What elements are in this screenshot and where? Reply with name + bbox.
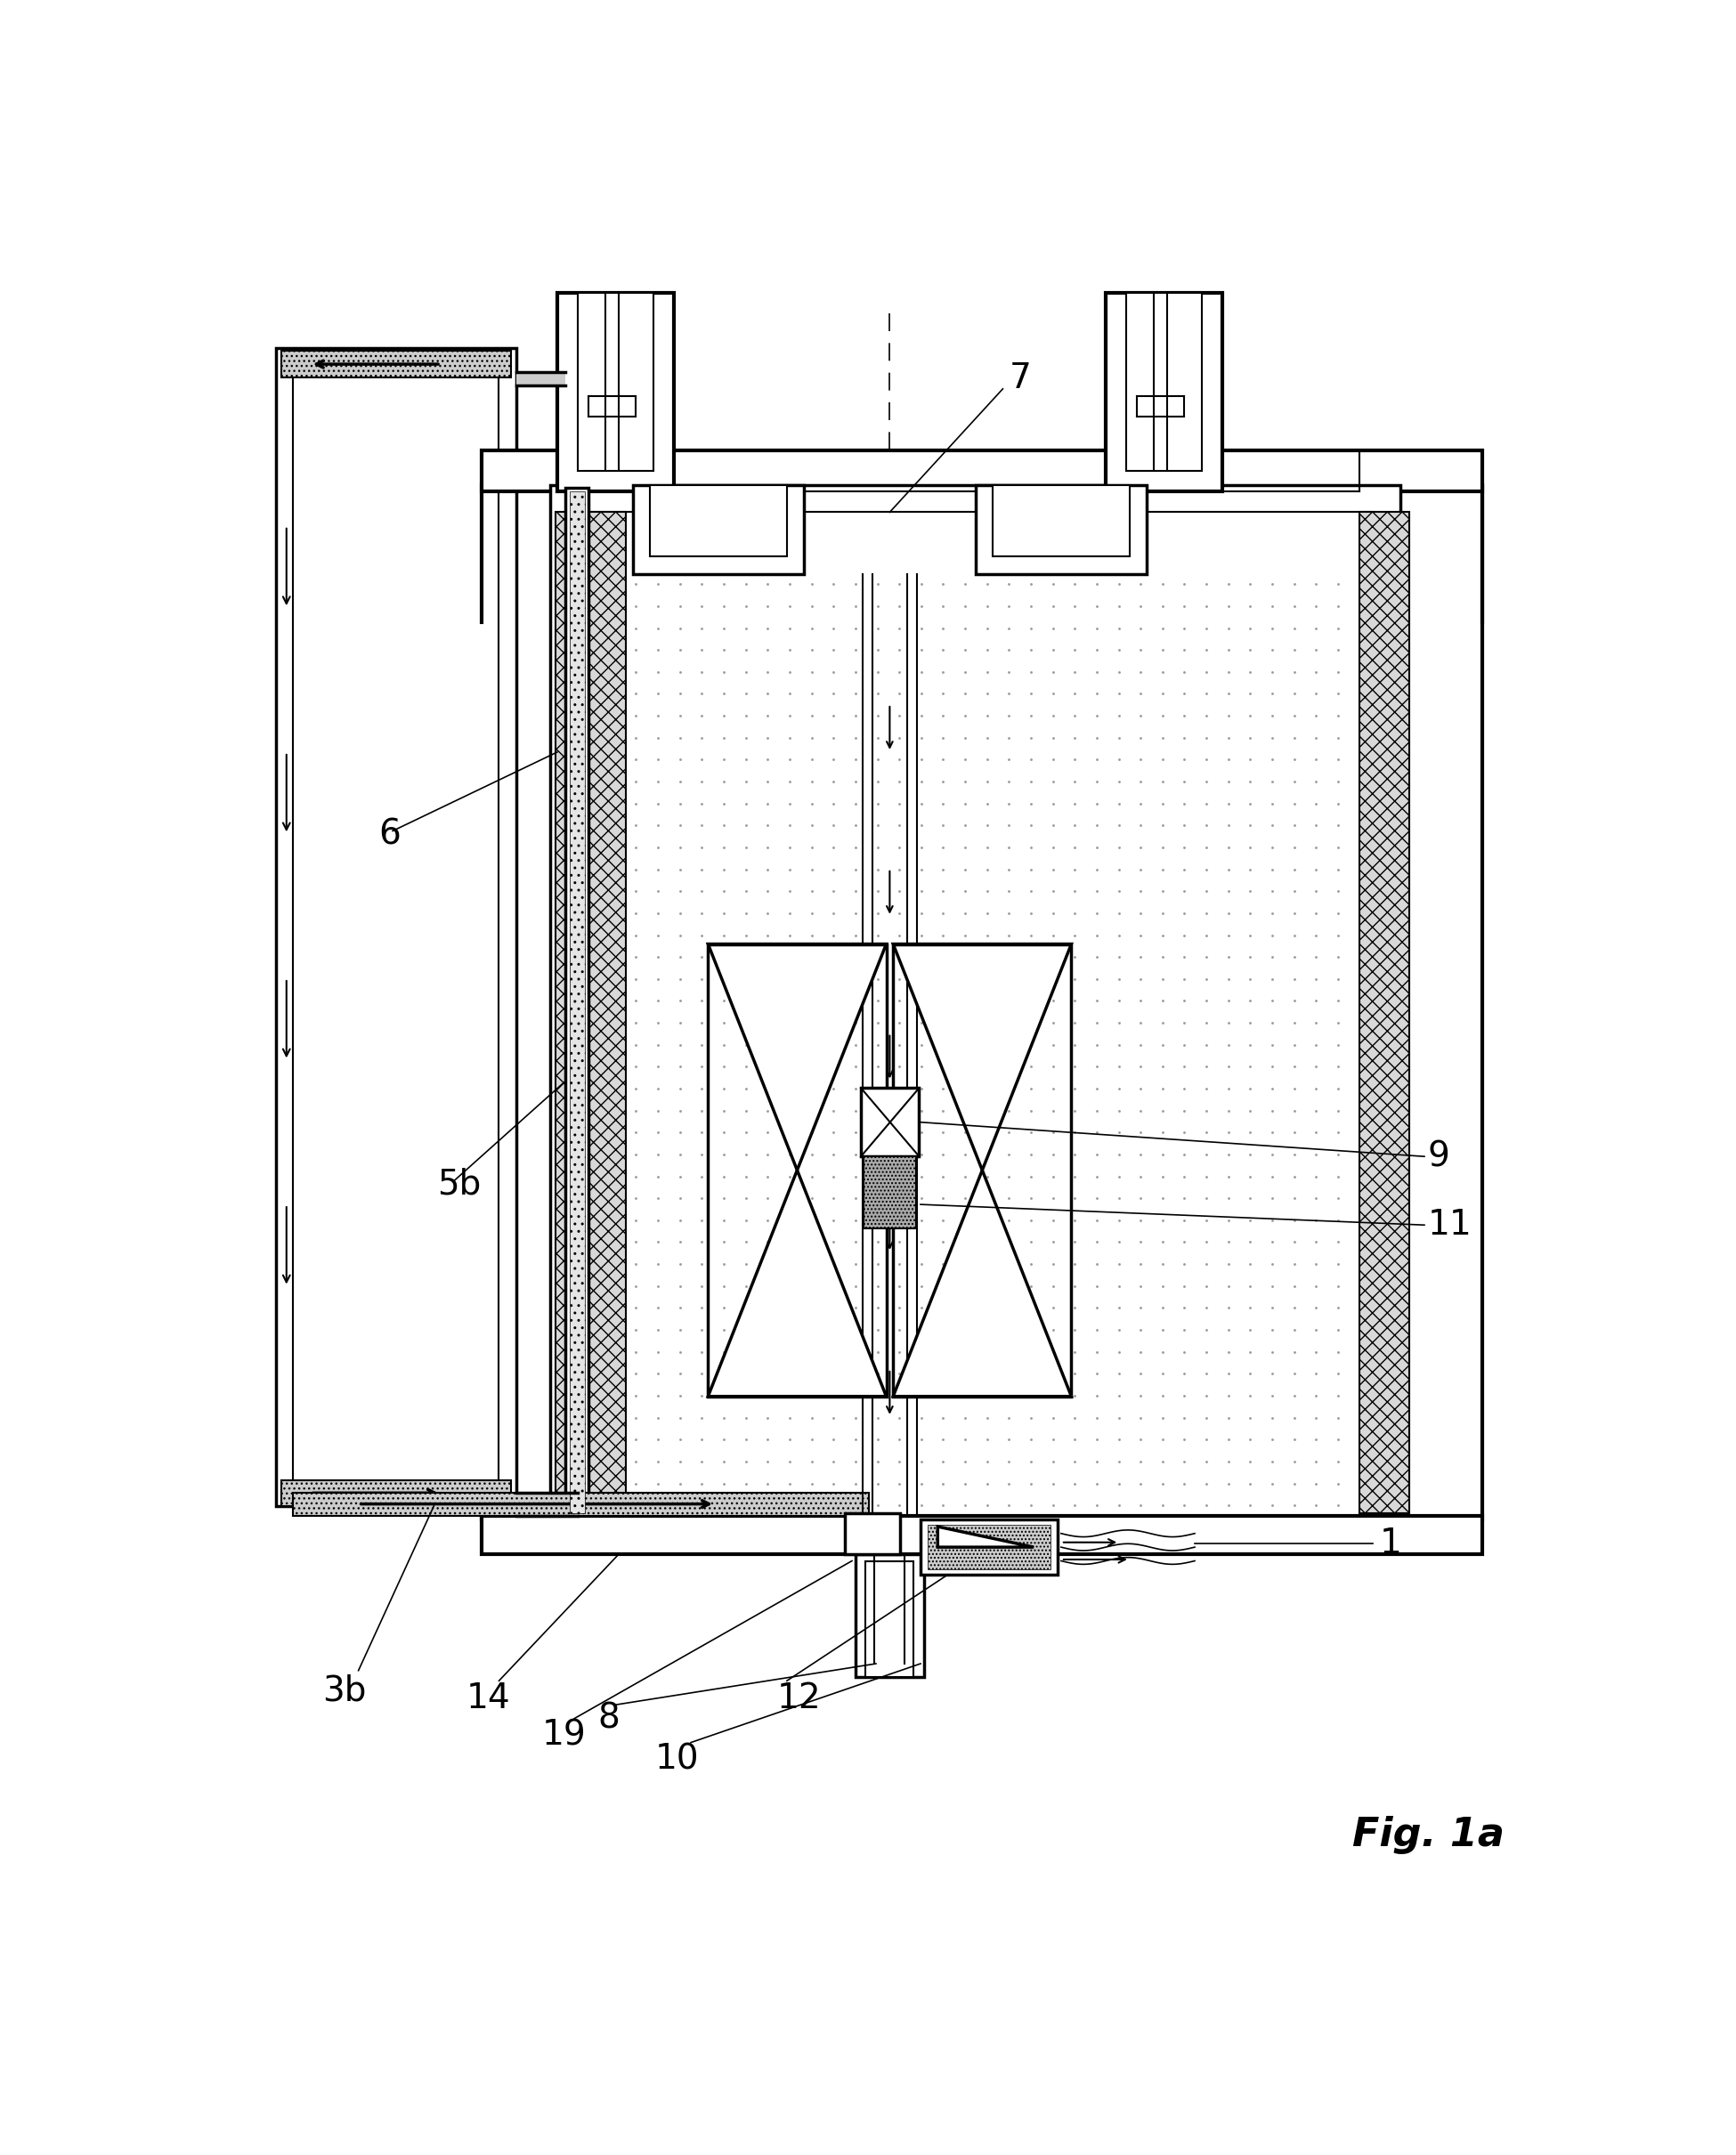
Bar [578, 513, 1373, 1519]
Bar [483, 450, 1483, 491]
Bar [993, 485, 1130, 556]
Text: 11: 11 [1427, 1209, 1472, 1241]
Text: 7: 7 [1010, 362, 1031, 397]
Bar [708, 944, 887, 1396]
Text: 19: 19 [542, 1720, 587, 1752]
Bar [557, 293, 674, 491]
Bar [856, 1554, 924, 1677]
Bar [293, 364, 498, 1489]
Bar [1127, 293, 1201, 472]
Text: 1: 1 [1380, 1526, 1403, 1560]
Bar [845, 1513, 899, 1554]
Polygon shape [892, 1170, 1071, 1396]
Polygon shape [937, 1526, 1033, 1547]
Bar [281, 351, 512, 377]
Bar [483, 1517, 1483, 1554]
Bar [920, 1519, 1057, 1575]
Text: 3b: 3b [323, 1674, 366, 1709]
Bar [516, 371, 566, 386]
Text: 6: 6 [378, 817, 401, 851]
Bar [276, 347, 516, 1506]
Bar [861, 1088, 918, 1157]
Bar [578, 293, 653, 472]
Bar [483, 485, 1483, 1519]
Bar [649, 485, 786, 556]
Text: 9: 9 [1427, 1140, 1450, 1172]
Bar [293, 1491, 870, 1517]
Text: Fig. 1a: Fig. 1a [1352, 1817, 1505, 1853]
Bar [863, 1157, 917, 1228]
Bar [625, 573, 1359, 1513]
Text: 12: 12 [776, 1681, 821, 1715]
Bar [927, 1526, 1050, 1569]
Bar [866, 1560, 913, 1677]
Text: 8: 8 [597, 1702, 620, 1735]
Bar [976, 485, 1147, 573]
Polygon shape [892, 944, 1071, 1170]
Text: 5b: 5b [437, 1168, 481, 1200]
Bar [1359, 513, 1410, 1513]
Bar [569, 491, 585, 1513]
Bar [281, 1480, 512, 1506]
Text: 10: 10 [654, 1743, 700, 1776]
Bar [1106, 293, 1222, 491]
Polygon shape [708, 944, 887, 1170]
Bar [892, 944, 1071, 1396]
Bar [632, 485, 804, 573]
Bar [569, 491, 585, 1513]
Polygon shape [708, 1170, 887, 1396]
Bar [550, 485, 1401, 1519]
Bar [566, 489, 589, 1517]
Text: 14: 14 [467, 1681, 510, 1715]
Bar [556, 513, 625, 1513]
